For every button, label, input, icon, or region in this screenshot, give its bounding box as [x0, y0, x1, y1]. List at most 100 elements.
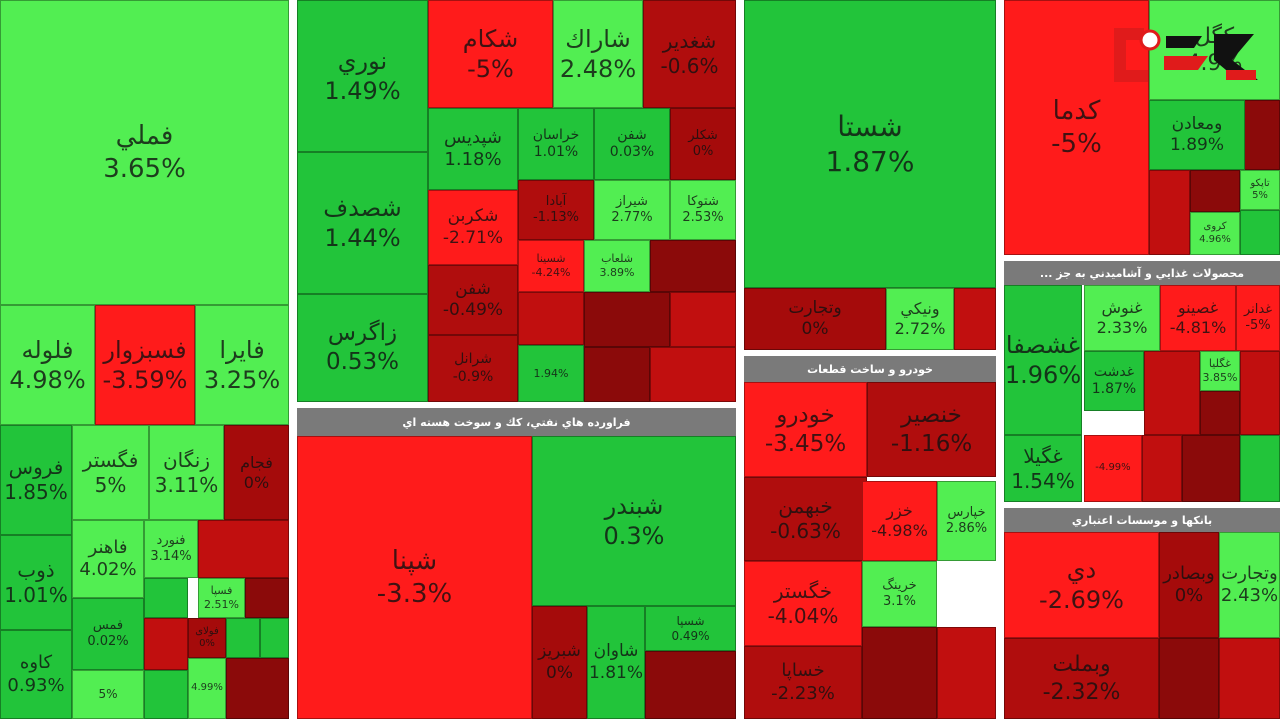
symbol-label: شاوان: [593, 641, 639, 662]
treemap-cell[interactable]: تاپکو 5%: [1240, 170, 1280, 210]
treemap-cell[interactable]: وتجارت 2.43%: [1219, 532, 1280, 638]
treemap-cell[interactable]: خودرو -3.45%: [744, 382, 867, 477]
treemap-cell[interactable]: نوري 1.49%: [297, 0, 428, 152]
change-percent-label: 0.03%: [609, 144, 655, 160]
treemap-cell[interactable]: شصدف 1.44%: [297, 152, 428, 294]
symbol-label: نوري: [337, 47, 388, 75]
treemap-cell[interactable]: غنوش 2.33%: [1084, 285, 1160, 351]
treemap-cell[interactable]: ومعادن 1.89%: [1149, 100, 1245, 170]
treemap-cell[interactable]: خپارس 2.86%: [937, 481, 996, 561]
treemap-cell[interactable]: فجام 0%: [224, 425, 289, 520]
symbol-label: غدانر: [1243, 301, 1273, 317]
treemap-cell[interactable]: غدانر -5%: [1236, 285, 1280, 351]
change-percent-label: 1.87%: [1091, 381, 1137, 397]
treemap-cell[interactable]: شتوکا 2.53%: [670, 180, 736, 240]
treemap-cell[interactable]: شستا 1.87%: [744, 0, 996, 288]
treemap-cell[interactable]: فملي 3.65%: [0, 0, 289, 305]
treemap-cell[interactable]: ذوب 1.01%: [0, 535, 72, 630]
symbol-label: خزر: [886, 501, 913, 520]
treemap-cell[interactable]: -4.99%: [1084, 435, 1142, 502]
change-percent-label: -2.23%: [771, 682, 835, 704]
treemap-cell[interactable]: وبصادر 0%: [1159, 532, 1219, 638]
treemap-cell[interactable]: زنگان 3.11%: [149, 425, 224, 520]
treemap-cell[interactable]: شكام -5%: [428, 0, 553, 108]
symbol-label: خگستر: [773, 578, 833, 603]
treemap-cell[interactable]: غصينو -4.81%: [1160, 285, 1236, 351]
change-percent-label: 4.02%: [79, 559, 137, 580]
treemap-cell[interactable]: شسینا -4.24%: [518, 240, 584, 292]
treemap-tile: [1144, 351, 1200, 435]
change-percent-label: 1.18%: [444, 149, 502, 170]
treemap-cell[interactable]: دي -2.69%: [1004, 532, 1159, 638]
sector-gutter: [1004, 255, 1280, 261]
treemap-tile: [226, 658, 289, 719]
treemap-cell[interactable]: شکربن -2.71%: [428, 190, 518, 265]
treemap-cell[interactable]: فگستر 5%: [72, 425, 149, 520]
treemap-cell[interactable]: شكلر 0%: [670, 108, 736, 180]
treemap-cell[interactable]: شسپا 0.49%: [645, 606, 736, 651]
treemap-cell[interactable]: شبندر 0.3%: [532, 436, 736, 606]
treemap-cell[interactable]: فمس 0.02%: [72, 598, 144, 670]
symbol-label: خساپا: [781, 660, 825, 681]
symbol-label: خپارس: [947, 504, 986, 520]
symbol-label: شغدير: [662, 29, 717, 53]
treemap-cell[interactable]: وبملت -2.32%: [1004, 638, 1159, 719]
change-percent-label: 3.25%: [203, 366, 281, 394]
treemap-cell[interactable]: فروس 1.85%: [0, 425, 72, 535]
change-percent-label: 0.02%: [87, 634, 129, 649]
treemap-cell[interactable]: شرانل -0.9%: [428, 335, 518, 402]
treemap-cell[interactable]: خساپا -2.23%: [744, 646, 862, 719]
treemap-cell[interactable]: خگستر -4.04%: [744, 561, 862, 646]
symbol-label: شکربن: [447, 206, 499, 227]
symbol-label: فگستر: [82, 447, 139, 472]
treemap-cell[interactable]: آبادا -1.13%: [518, 180, 594, 240]
treemap-cell[interactable]: غشصفا 1.96%: [1004, 285, 1082, 435]
treemap-cell[interactable]: کاوه 0.93%: [0, 630, 72, 719]
symbol-label: شپديس: [444, 126, 502, 148]
treemap-cell[interactable]: غدشت 1.87%: [1084, 351, 1144, 411]
change-percent-label: -4.04%: [767, 603, 839, 628]
treemap-cell[interactable]: فاهنر 4.02%: [72, 520, 144, 598]
treemap-cell[interactable]: 4.99%: [188, 658, 226, 719]
treemap-cell[interactable]: فايرا 3.25%: [195, 305, 289, 425]
treemap-cell[interactable]: خنصير -1.16%: [867, 382, 996, 477]
treemap-cell[interactable]: غگلیا 3.85%: [1200, 351, 1240, 391]
treemap-cell[interactable]: شلعاب 3.89%: [584, 240, 650, 292]
treemap-tile: [954, 288, 996, 350]
treemap-cell[interactable]: خراسان 1.01%: [518, 108, 594, 180]
treemap-tile: [1149, 170, 1190, 255]
change-percent-label: 1.44%: [324, 224, 401, 252]
treemap-cell[interactable]: خبهمن -0.63%: [744, 477, 867, 561]
treemap-cell[interactable]: شپديس 1.18%: [428, 108, 518, 190]
treemap-cell[interactable]: ونيكي 2.72%: [886, 288, 954, 350]
change-percent-label: -1.13%: [533, 210, 579, 225]
treemap-cell[interactable]: وتجارت 0%: [744, 288, 886, 350]
treemap-cell[interactable]: شیراز 2.77%: [594, 180, 670, 240]
treemap-cell[interactable]: فلوله 4.98%: [0, 305, 95, 425]
treemap-cell[interactable]: شپنا -3.3%: [297, 436, 532, 719]
treemap-cell[interactable]: زاگرس 0.53%: [297, 294, 428, 402]
treemap-cell[interactable]: فسپا 2.51%: [198, 578, 245, 618]
treemap-cell[interactable]: فولای 0%: [188, 618, 226, 658]
treemap-cell[interactable]: کروی 4.96%: [1190, 212, 1240, 255]
treemap-cell[interactable]: خرینگ 3.1%: [862, 561, 937, 627]
treemap-cell[interactable]: 1.94%: [518, 345, 584, 402]
treemap-cell[interactable]: غگیلا 1.54%: [1004, 435, 1082, 502]
treemap-cell[interactable]: شغدير -0.6%: [643, 0, 736, 108]
treemap-cell[interactable]: شبریز 0%: [532, 606, 587, 719]
change-percent-label: 1.85%: [4, 480, 68, 504]
treemap-cell[interactable]: فنورد 3.14%: [144, 520, 198, 578]
treemap-cell[interactable]: فسبزوار -3.59%: [95, 305, 195, 425]
treemap-cell[interactable]: خزر -4.98%: [862, 481, 937, 561]
symbol-label: شفن: [455, 278, 491, 299]
treemap-cell[interactable]: شفن 0.03%: [594, 108, 670, 180]
treemap-cell[interactable]: شاراك 2.48%: [553, 0, 643, 108]
sector-gutter: [996, 0, 1004, 719]
sector-header: فراورده هاي نفتي، كك و سوخت هسته اي: [297, 408, 736, 436]
symbol-label: زنگان: [162, 447, 211, 472]
treemap-cell[interactable]: شاوان 1.81%: [587, 606, 645, 719]
treemap-cell[interactable]: شفن -0.49%: [428, 265, 518, 335]
treemap-cell[interactable]: 5%: [72, 670, 144, 719]
symbol-label: فسپا: [210, 584, 233, 598]
treemap-tile: [198, 520, 289, 578]
